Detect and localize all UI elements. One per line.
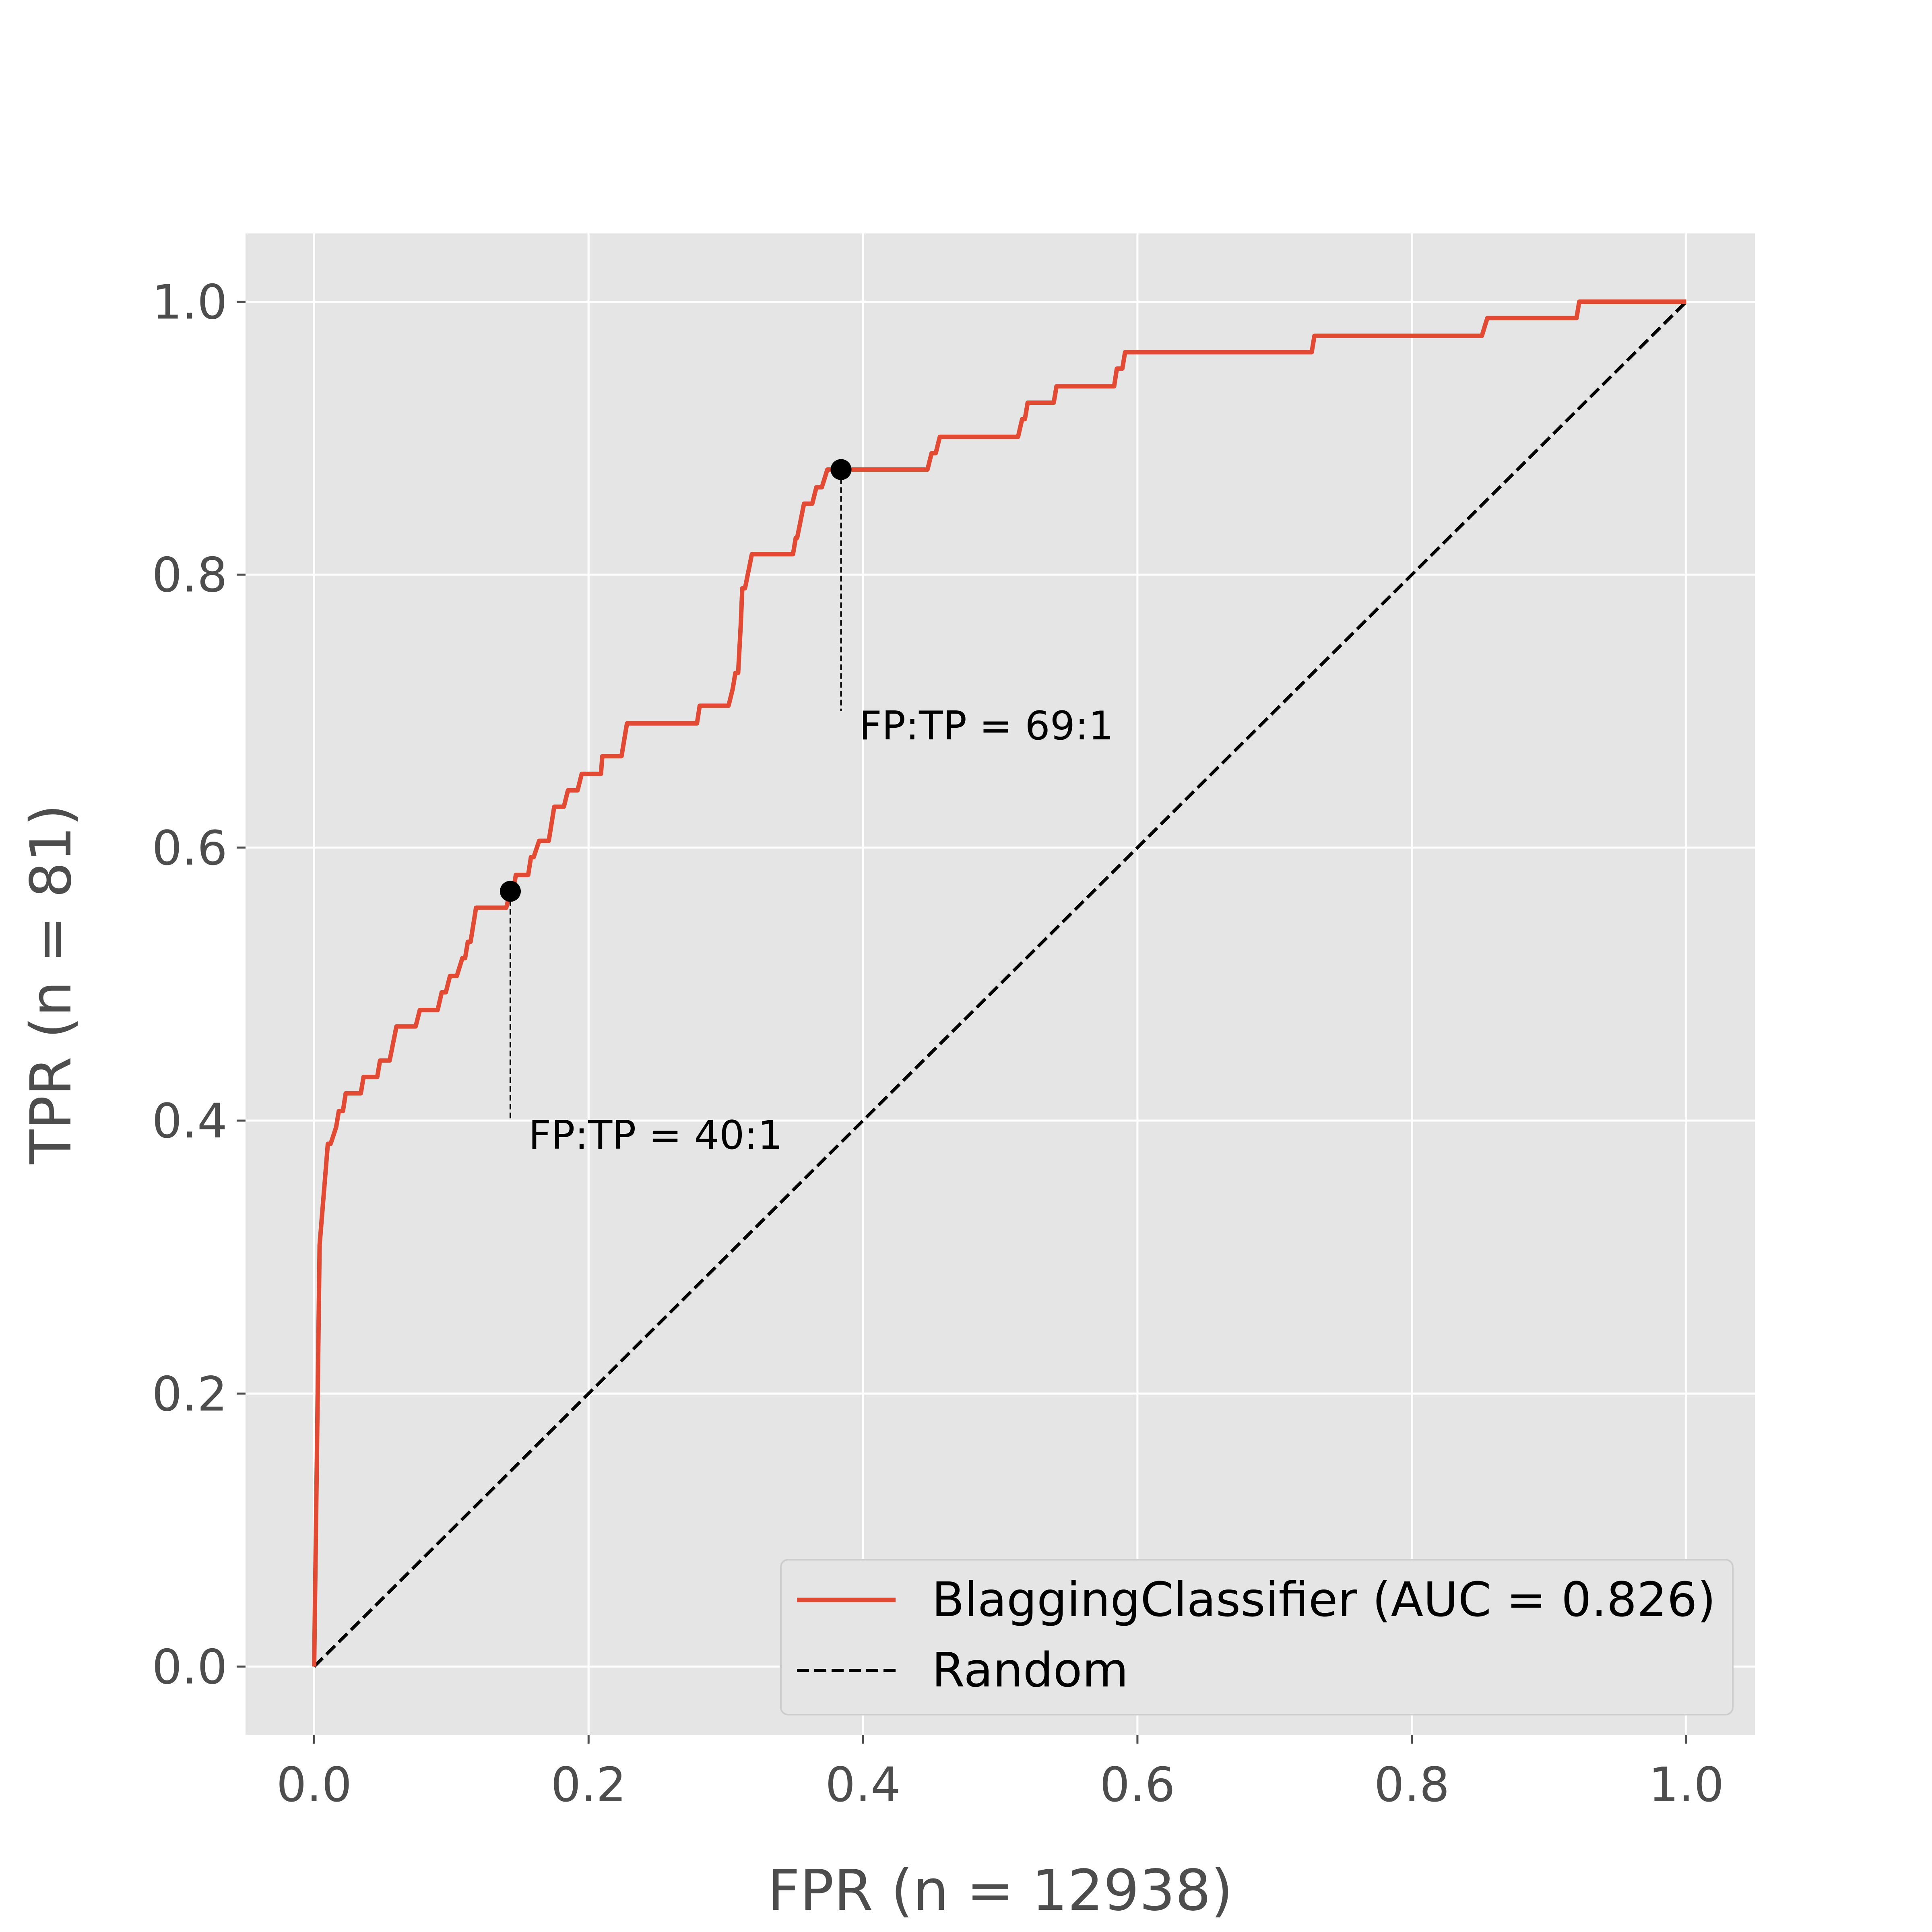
x-axis-label: FPR (n = 12938) xyxy=(768,1858,1233,1924)
y-axis-ticks: 0.0 0.2 0.4 0.6 0.8 1.0 xyxy=(152,275,246,1695)
x-tick-label: 0.4 xyxy=(825,1757,901,1812)
y-tick-label: 0.4 xyxy=(152,1093,227,1149)
marker-annotation-label: FP:TP = 40:1 xyxy=(528,1113,783,1158)
grid-lines xyxy=(246,233,1755,1735)
y-tick-label: 0.8 xyxy=(152,547,227,603)
random-baseline-line xyxy=(313,300,1688,1668)
x-tick-label: 0.8 xyxy=(1374,1757,1450,1812)
x-tick-label: 1.0 xyxy=(1649,1757,1724,1812)
threshold-marker-point xyxy=(830,459,852,480)
y-tick-label: 0.2 xyxy=(152,1366,227,1422)
roc-curve-line xyxy=(312,299,1686,1667)
marker-annotation-label: FP:TP = 69:1 xyxy=(859,703,1114,749)
y-tick-label: 0.0 xyxy=(152,1639,227,1695)
series-lines xyxy=(312,299,1688,1668)
y-axis-label: TPR (n = 81) xyxy=(19,804,84,1164)
y-tick-label: 0.6 xyxy=(152,820,227,876)
x-tick-label: 0.2 xyxy=(551,1757,626,1812)
y-tick-label: 1.0 xyxy=(152,275,227,330)
x-axis-ticks: 0.0 0.2 0.4 0.6 0.8 1.0 xyxy=(277,1735,1724,1812)
legend: BlaggingClassifier (AUC = 0.826) Random xyxy=(780,1559,1734,1715)
legend-label-random: Random xyxy=(932,1642,1129,1698)
threshold-markers: FP:TP = 40:1 FP:TP = 69:1 xyxy=(500,459,1114,1158)
x-tick-label: 0.0 xyxy=(277,1757,352,1812)
legend-label-roc: BlaggingClassifier (AUC = 0.826) xyxy=(932,1572,1716,1627)
threshold-marker-point xyxy=(500,881,521,902)
legend-box xyxy=(780,1559,1734,1715)
plot-background xyxy=(246,233,1755,1735)
x-tick-label: 0.6 xyxy=(1100,1757,1175,1812)
